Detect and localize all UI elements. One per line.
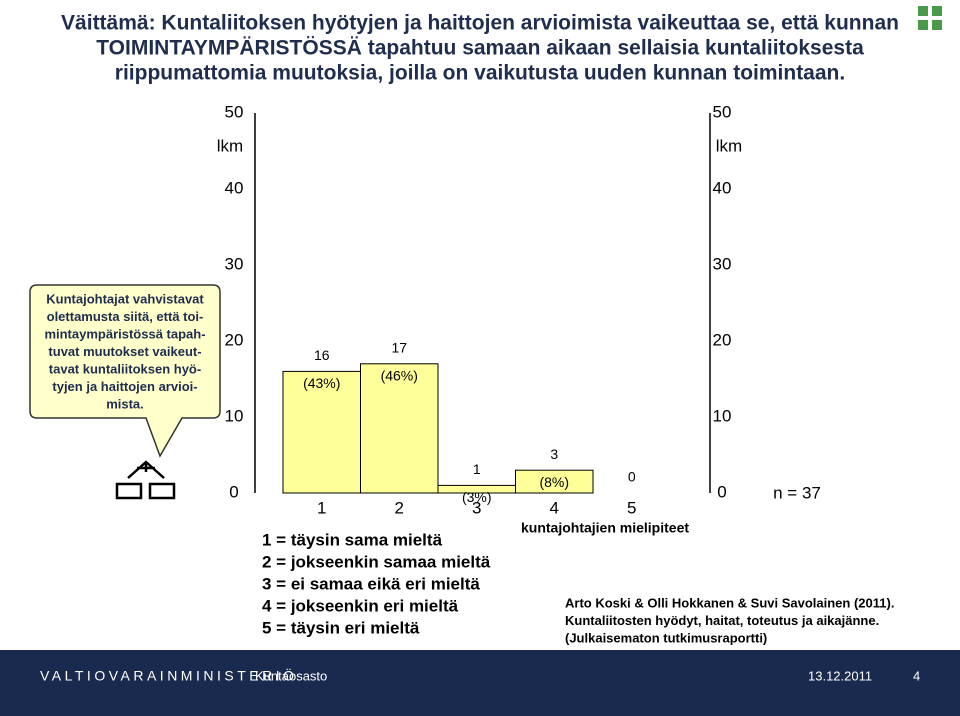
legend-line: 5 = täysin eri mieltä xyxy=(262,618,420,637)
y-tick-label: 50 xyxy=(225,102,244,121)
callout-line: tyjen ja haittojen arvioi- xyxy=(52,379,197,394)
footer-date: 13.12.2011 xyxy=(808,668,872,683)
footer-band xyxy=(0,650,960,716)
value-label: 0 xyxy=(628,469,636,485)
footer-page: 4 xyxy=(913,668,920,683)
source-line: (Julkaisematon tutkimusraportti) xyxy=(565,630,767,645)
percent-label: (3%) xyxy=(462,489,492,505)
y2-axis-label: lkm xyxy=(716,136,742,155)
legend-line: 3 = ei samaa eikä eri mieltä xyxy=(262,574,480,593)
x-tick-label: 2 xyxy=(395,498,404,517)
footer-department: Kuntaosasto xyxy=(255,668,327,683)
y-axis-label: lkm xyxy=(217,136,243,155)
y2-tick-label: 10 xyxy=(713,406,732,425)
y2-tick-label: 50 xyxy=(713,102,732,121)
bar xyxy=(360,363,439,494)
callout-line: tavat kuntaliitoksen hyö- xyxy=(49,361,201,376)
y-tick-label: 30 xyxy=(225,254,244,273)
source-line: Kuntaliitosten hyödyt, haitat, toteutus … xyxy=(565,613,879,628)
callout-box xyxy=(29,284,221,458)
x-tick-label: 5 xyxy=(627,498,636,517)
title-line: riippumattomia muutoksia, joilla on vaik… xyxy=(115,62,845,85)
corner-logo xyxy=(918,6,942,30)
title-line: TOIMINTAYMPÄRISTÖSSÄ tapahtuu samaan aik… xyxy=(96,37,864,60)
footer-organization: VALTIOVARAINMINISTERIÖ xyxy=(40,667,297,684)
x-tick-label: 4 xyxy=(550,498,559,517)
y-tick-label: 40 xyxy=(225,178,244,197)
icon xyxy=(115,460,176,500)
source-line: Arto Koski & Olli Hokkanen & Suvi Savola… xyxy=(565,595,894,610)
y2-tick-label: 40 xyxy=(713,178,732,197)
legend-line: 2 = jokseenkin samaa mieltä xyxy=(262,552,491,571)
value-label: 16 xyxy=(314,347,330,363)
callout-line: tuvat muutokset vaikeut- xyxy=(48,344,201,359)
percent-label: (46%) xyxy=(381,368,418,384)
callout-line: mintaympäristössä tapah- xyxy=(44,326,205,341)
percent-label: (8%) xyxy=(539,474,569,490)
y2-tick-label: 0 xyxy=(717,482,726,501)
x-tick-label: 1 xyxy=(317,498,326,517)
x-tick-label: 3 xyxy=(472,498,481,517)
legend-line: 1 = täysin sama mieltä xyxy=(262,530,443,549)
callout-line: mista. xyxy=(106,396,144,411)
value-label: 3 xyxy=(550,446,558,462)
callout-line: Kuntajohtajat vahvistavat xyxy=(46,291,204,306)
x-axis-label: kuntajohtajien mielipiteet xyxy=(521,520,689,536)
y-tick-label: 20 xyxy=(225,330,244,349)
title-line: Väittämä: Kuntaliitoksen hyötyjen ja hai… xyxy=(61,12,899,35)
legend-line: 4 = jokseenkin eri mieltä xyxy=(262,596,459,615)
value-label: 17 xyxy=(391,340,407,356)
y2-tick-label: 30 xyxy=(713,254,732,273)
bar xyxy=(515,469,594,494)
y-tick-label: 10 xyxy=(225,406,244,425)
y-tick-label: 0 xyxy=(229,482,238,501)
callout-line: olettamusta siitä, että toi- xyxy=(47,309,204,324)
value-label: 1 xyxy=(473,461,481,477)
n-label: n = 37 xyxy=(773,483,821,502)
y2-tick-label: 20 xyxy=(713,330,732,349)
percent-label: (43%) xyxy=(303,375,340,391)
